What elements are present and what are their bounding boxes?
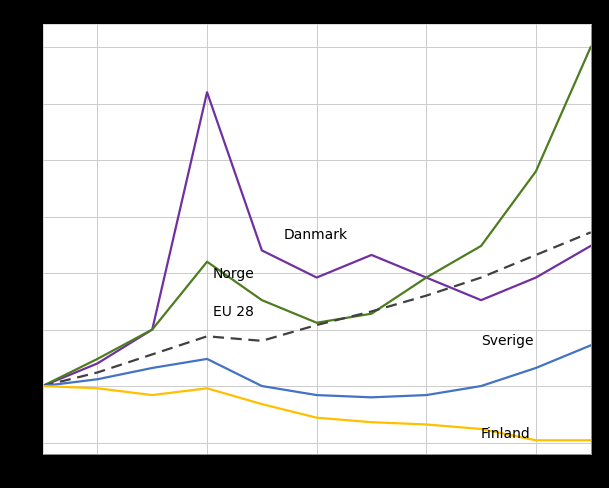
Text: Sverige: Sverige: [481, 334, 533, 348]
Text: Danmark: Danmark: [284, 228, 348, 242]
Text: Finland: Finland: [481, 427, 531, 441]
Text: Norge: Norge: [213, 266, 255, 281]
Text: EU 28: EU 28: [213, 305, 253, 319]
